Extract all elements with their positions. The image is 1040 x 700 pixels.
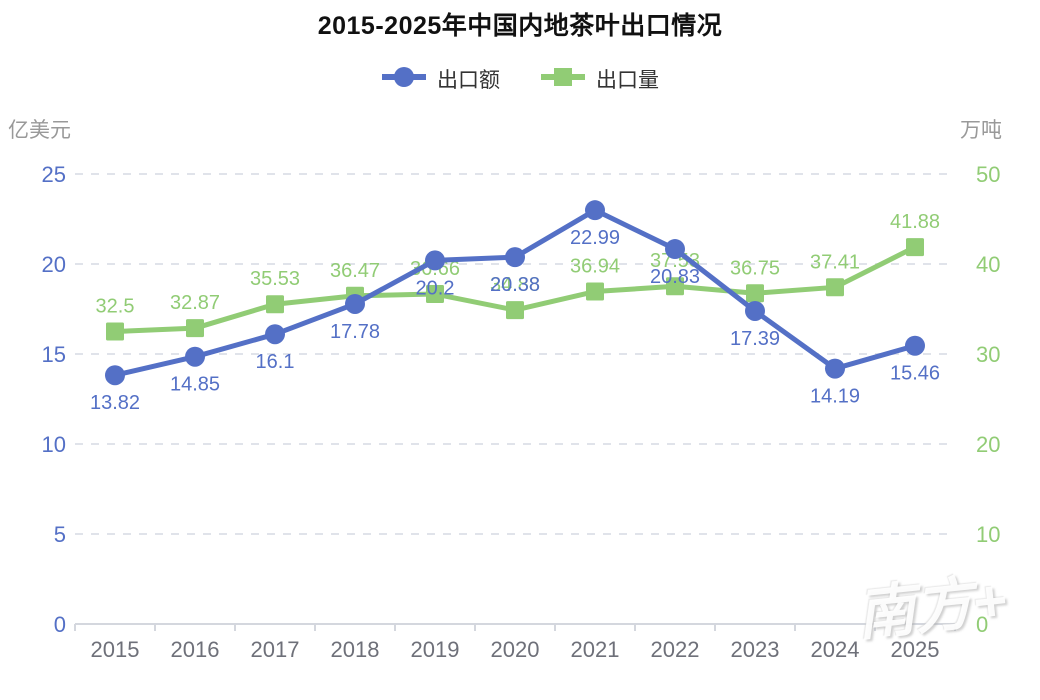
data-label: 36.94 bbox=[570, 256, 620, 278]
chart-title: 2015-2025年中国内地茶叶出口情况 bbox=[317, 12, 723, 40]
data-point-circle[interactable] bbox=[265, 324, 285, 345]
data-label: 13.82 bbox=[90, 392, 140, 414]
left-axis-tick-label: 15 bbox=[42, 342, 66, 367]
x-axis-label: 2021 bbox=[571, 637, 620, 662]
legend-item-export-volume[interactable]: 出口量 bbox=[540, 64, 659, 94]
data-point-square[interactable] bbox=[826, 278, 844, 297]
data-point-square[interactable] bbox=[746, 284, 764, 303]
legend-label-export-volume: 出口量 bbox=[596, 69, 659, 92]
data-label: 22.99 bbox=[570, 227, 620, 249]
data-point-circle[interactable] bbox=[585, 200, 605, 221]
x-axis-label: 2024 bbox=[811, 637, 860, 662]
data-point-square[interactable] bbox=[106, 322, 124, 341]
data-label: 14.19 bbox=[810, 386, 860, 408]
x-axis-label: 2025 bbox=[891, 637, 940, 662]
data-point-circle[interactable] bbox=[665, 239, 685, 260]
data-label: 32.5 bbox=[96, 296, 135, 318]
data-point-circle[interactable] bbox=[185, 346, 205, 367]
x-axis-label: 2018 bbox=[331, 637, 380, 662]
x-axis-label: 2015 bbox=[91, 637, 140, 662]
line-circle-icon bbox=[381, 66, 427, 93]
data-label: 35.53 bbox=[250, 268, 300, 290]
data-point-circle[interactable] bbox=[905, 335, 925, 356]
data-point-square[interactable] bbox=[906, 238, 924, 257]
left-axis-tick-label: 10 bbox=[42, 432, 66, 457]
left-axis-tick-label: 20 bbox=[42, 252, 66, 277]
data-label: 17.39 bbox=[730, 328, 780, 350]
x-axis-label: 2017 bbox=[251, 637, 300, 662]
data-label: 41.88 bbox=[890, 211, 940, 233]
left-axis-unit: 亿美元 bbox=[8, 119, 71, 142]
data-label: 15.46 bbox=[890, 363, 940, 385]
x-axis-label: 2020 bbox=[491, 637, 540, 662]
right-axis-tick-label: 20 bbox=[976, 432, 1000, 457]
left-axis-tick-label: 25 bbox=[42, 162, 66, 187]
x-axis-label: 2022 bbox=[651, 637, 700, 662]
x-axis-label: 2019 bbox=[411, 637, 460, 662]
legend-item-export-value[interactable]: 出口额 bbox=[381, 64, 500, 94]
right-axis-unit: 万吨 bbox=[960, 119, 1002, 142]
right-axis-tick-label: 10 bbox=[976, 522, 1000, 547]
data-point-square[interactable] bbox=[266, 295, 284, 314]
data-point-square[interactable] bbox=[426, 285, 444, 304]
data-label: 20.38 bbox=[490, 274, 540, 296]
data-label: 17.78 bbox=[330, 321, 380, 343]
data-label: 20.83 bbox=[650, 266, 700, 288]
data-label: 37.41 bbox=[810, 251, 860, 273]
right-axis-tick-label: 50 bbox=[976, 162, 1000, 187]
data-point-square[interactable] bbox=[586, 282, 604, 301]
data-point-square[interactable] bbox=[186, 319, 204, 338]
data-label: 14.85 bbox=[170, 374, 220, 396]
data-label: 32.87 bbox=[170, 292, 220, 314]
x-axis-label: 2023 bbox=[731, 637, 780, 662]
data-label: 16.1 bbox=[256, 351, 295, 373]
data-label: 36.75 bbox=[730, 257, 780, 279]
left-axis-tick-label: 0 bbox=[54, 612, 66, 637]
data-point-circle[interactable] bbox=[505, 247, 525, 268]
x-axis-label: 2016 bbox=[171, 637, 220, 662]
right-axis-tick-label: 30 bbox=[976, 342, 1000, 367]
data-point-circle[interactable] bbox=[825, 358, 845, 379]
data-label: 36.47 bbox=[330, 260, 380, 282]
legend: 出口额 出口量 bbox=[0, 64, 1040, 94]
data-point-circle[interactable] bbox=[345, 293, 365, 314]
data-label: 20.2 bbox=[416, 277, 455, 299]
legend-label-export-value: 出口额 bbox=[437, 69, 500, 92]
right-axis-tick-label: 0 bbox=[976, 612, 988, 637]
data-point-square[interactable] bbox=[666, 277, 684, 296]
left-axis-tick-label: 5 bbox=[54, 522, 66, 547]
data-point-circle[interactable] bbox=[425, 250, 445, 271]
data-label: 34.88 bbox=[490, 274, 540, 296]
data-point-square[interactable] bbox=[506, 301, 524, 320]
line-square-icon bbox=[540, 66, 586, 93]
data-point-circle[interactable] bbox=[745, 300, 765, 321]
right-axis-tick-label: 40 bbox=[976, 252, 1000, 277]
data-point-circle[interactable] bbox=[105, 365, 125, 386]
